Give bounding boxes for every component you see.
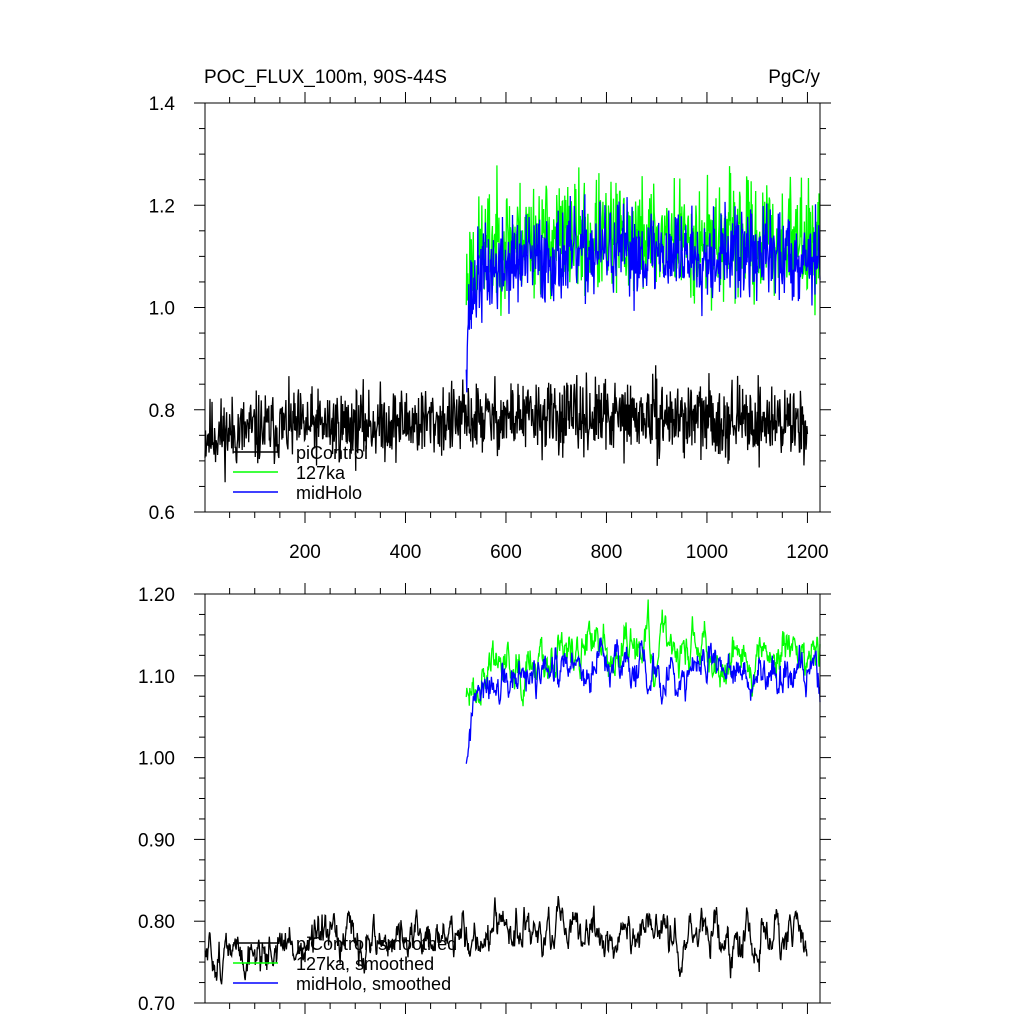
y-tick-label: 0.6 — [149, 503, 175, 524]
top-chart-title: POC_FLUX_100m, 90S-44S — [204, 67, 447, 88]
top-chart-units: PgC/y — [768, 67, 820, 88]
legend-label: piControl, smoothed — [296, 934, 457, 954]
x-tick-label: 1000 — [686, 542, 728, 563]
series-line-bottom-picontrol — [204, 895, 808, 985]
series-line-bottom-midholo — [465, 637, 821, 764]
x-tick-label: 1200 — [786, 542, 828, 563]
x-tick-label: 200 — [289, 542, 321, 563]
legend-label: midHolo, smoothed — [296, 974, 451, 994]
y-tick-label: 1.2 — [149, 196, 175, 217]
legend-label: midHolo — [296, 483, 362, 503]
y-tick-label: 0.90 — [138, 830, 175, 851]
x-tick-label: 400 — [390, 542, 422, 563]
y-tick-label: 1.0 — [149, 299, 175, 320]
top-plot-panel: 0.6 0.8 1.0 1.2 1.4 200 400 600 800 1000 1200 piCon… — [149, 92, 831, 563]
legend-label: 127ka — [296, 463, 346, 483]
legend-label: 127ka, smoothed — [296, 954, 434, 974]
y-tick-label: 0.80 — [138, 912, 175, 933]
y-tick-label: 1.00 — [138, 749, 175, 770]
series-line-top-picontrol — [204, 365, 809, 483]
x-tick-label: 800 — [591, 542, 623, 563]
y-tick-label: 0.70 — [138, 994, 175, 1015]
bottom-plot-panel: 0.70 0.80 0.90 1.00 1.10 1.20 piControl, smoot… — [138, 583, 831, 1015]
y-tick-label: 1.20 — [138, 585, 175, 606]
y-tick-label: 0.8 — [149, 401, 175, 422]
y-tick-label: 1.4 — [149, 94, 176, 115]
legend-label: piControl — [296, 443, 368, 463]
x-tick-label: 600 — [490, 542, 522, 563]
series-line-top-midholo — [465, 194, 821, 393]
y-tick-label: 1.10 — [138, 667, 175, 688]
